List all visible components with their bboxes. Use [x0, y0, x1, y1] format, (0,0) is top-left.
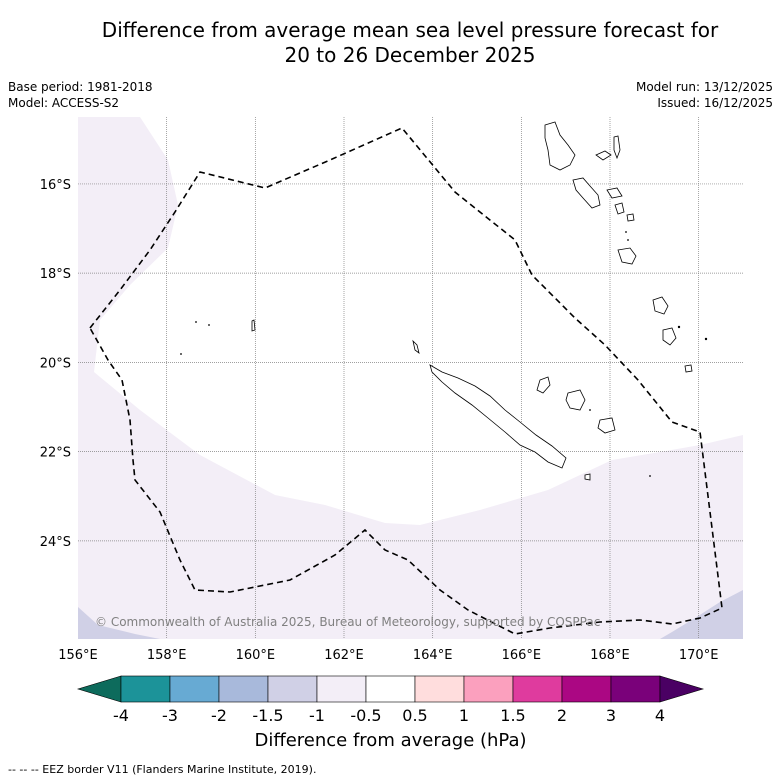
chart-title: Difference from average mean sea level p… — [0, 18, 781, 68]
colorbar-label: Difference from average (hPa) — [254, 730, 527, 751]
title-line-2: 20 to 26 December 2025 — [284, 43, 536, 67]
eez-legend-footer: -- -- -- EEZ border V11 (Flanders Marine… — [8, 763, 317, 776]
longitude-tick-label: 170°E — [679, 648, 719, 663]
latitude-tick-label: 16°S — [40, 178, 71, 193]
colorbar-tick-label: -1 — [309, 706, 325, 725]
latitude-labels: 16°S 18°S 20°S 22°S 24°S — [40, 178, 71, 550]
walpole-island — [584, 473, 591, 481]
islet — [195, 321, 197, 323]
graticule — [78, 117, 743, 639]
colorbar-swatch — [561, 675, 612, 703]
islet — [180, 353, 182, 355]
base-period-text: Base period: 1981-2018 — [8, 80, 153, 94]
longitude-tick-label: 168°E — [590, 648, 630, 663]
islet — [208, 324, 210, 326]
islet — [704, 337, 708, 341]
loyalty-mare-island — [597, 417, 616, 434]
colorbar: -4 -3 -2 -1.5 -1 -0.5 0.5 1 1.5 2 3 4 — [76, 675, 705, 725]
colorbar-swatch — [610, 675, 661, 703]
latitude-tick-label: 24°S — [40, 535, 71, 550]
colorbar-swatch — [316, 675, 367, 703]
title-line-1: Difference from average mean sea level p… — [101, 18, 719, 42]
vanuatu-ambae — [595, 150, 612, 161]
eez-border-line — [89, 127, 723, 635]
vanuatu-espiritu-santo — [544, 121, 576, 171]
colorbar-swatch — [463, 675, 514, 703]
longitude-labels: 156°E 158°E 160°E 162°E 164°E 166°E 168°E 170°E — [58, 648, 718, 663]
longitude-tick-label: 162°E — [324, 648, 364, 663]
chesterfield-islet — [251, 319, 256, 332]
vanuatu-shepherds — [626, 213, 635, 222]
colorbar-swatch — [512, 675, 563, 703]
vanuatu-efate — [617, 247, 637, 265]
loyalty-ouvea-island — [536, 376, 551, 394]
islet — [589, 409, 591, 411]
model-text: Model: ACCESS-S2 — [8, 96, 120, 110]
islet — [627, 239, 629, 241]
islet — [677, 325, 681, 329]
vanuatu-erromango — [652, 296, 669, 315]
meta-right: Model run: 13/12/2025 Issued: 16/12/2025 — [636, 79, 773, 111]
colorbar-tick-label: -4 — [113, 706, 129, 725]
vanuatu-malekula — [572, 177, 601, 209]
colorbar-swatch — [365, 675, 416, 703]
colorbar-extend-low — [76, 675, 122, 703]
colorbar-swatch — [267, 675, 318, 703]
colorbar-tick-label: 1 — [459, 706, 469, 725]
islet — [625, 231, 627, 233]
model-run-text: Model run: 13/12/2025 — [635, 80, 773, 94]
small-islets — [180, 231, 708, 477]
vanuatu-aneityum — [684, 364, 693, 373]
colorbar-swatch — [169, 675, 220, 703]
issued-text: Issued: 16/12/2025 — [657, 96, 773, 110]
colorbar-tick-label: 4 — [655, 706, 665, 725]
map-panel: © Commonwealth of Australia 2025, Bureau… — [78, 117, 743, 639]
longitude-tick-label: 160°E — [236, 648, 276, 663]
colorbar-tick-label: -2 — [211, 706, 227, 725]
colorbar-tick-label: 0.5 — [402, 706, 427, 725]
islands — [251, 121, 693, 481]
anomaly-lavender-area — [660, 590, 743, 639]
longitude-tick-label: 158°E — [147, 648, 187, 663]
colorbar-tick-label: -3 — [162, 706, 178, 725]
colorbar-tick-label: 1.5 — [500, 706, 525, 725]
longitude-tick-label: 156°E — [58, 648, 98, 663]
latitude-tick-label: 18°S — [40, 267, 71, 282]
meta-left: Base period: 1981-2018 Model: ACCESS-S2 — [8, 79, 153, 111]
latitude-tick-label: 20°S — [40, 356, 71, 371]
anomaly-light-purple-area — [78, 117, 743, 639]
islet — [649, 475, 651, 477]
colorbar-swatch — [414, 675, 465, 703]
longitude-tick-label: 166°E — [502, 648, 542, 663]
longitude-tick-label: 164°E — [413, 648, 453, 663]
vanuatu-maewo — [613, 135, 621, 160]
new-caledonia-island — [429, 364, 567, 469]
colorbar-tick-label: 2 — [557, 706, 567, 725]
latitude-tick-label: 22°S — [40, 446, 71, 461]
anomaly-lavender-area — [78, 607, 160, 639]
colorbar-tick-label: -0.5 — [350, 706, 381, 725]
colorbar-extend-high — [659, 675, 705, 703]
colorbar-tick-label: 3 — [606, 706, 616, 725]
colorbar-swatch — [218, 675, 269, 703]
belep-island — [412, 339, 420, 354]
vanuatu-ambrym — [606, 187, 623, 199]
colorbar-tick-label: -1.5 — [252, 706, 283, 725]
vanuatu-tanna — [662, 327, 677, 346]
copyright-text: © Commonwealth of Australia 2025, Bureau… — [95, 615, 600, 629]
vanuatu-epi — [614, 202, 625, 215]
loyalty-lifou-island — [565, 389, 586, 411]
colorbar-swatch — [120, 675, 171, 703]
